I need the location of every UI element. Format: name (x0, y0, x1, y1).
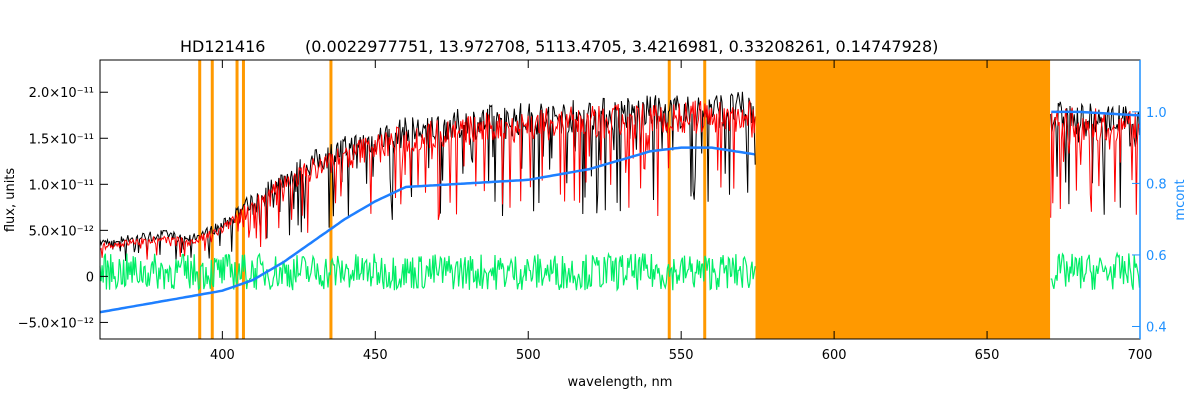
y2-tick-label-0: 0.4 (1146, 320, 1167, 335)
y2-tick-label-2: 0.8 (1146, 177, 1167, 192)
series-2-seg-1 (1050, 251, 1141, 290)
masked-band-0 (755, 60, 1051, 339)
y2-axis: 0.4 0.6 0.8 1.0 (1132, 60, 1167, 339)
series-3 (99, 110, 1141, 314)
y2-axis-label: mcont (1173, 179, 1188, 220)
y2-tick-label-1: 0.6 (1146, 249, 1167, 264)
x-tick-label-4: 600 (822, 348, 847, 363)
series-2 (99, 251, 1141, 292)
x-axis: 400 450 500 550 600 650 700 (210, 60, 1152, 363)
y-tick-label-4: 1.5×10⁻¹¹ (29, 132, 94, 147)
x-tick-label-5: 650 (975, 348, 1000, 363)
y-tick-label-5: 2.0×10⁻¹¹ (29, 86, 94, 101)
y-tick-label-2: 5.0×10⁻¹² (29, 224, 94, 239)
y-tick-label-3: 1.0×10⁻¹¹ (29, 178, 94, 193)
masked-regions (198, 60, 1051, 339)
x-tick-label-6: 700 (1128, 348, 1153, 363)
series-layer (99, 91, 1141, 314)
series-0-seg-0 (99, 91, 756, 262)
chart-title: HD121416 (180, 37, 265, 56)
x-tick-label-2: 500 (516, 348, 541, 363)
x-axis-label: wavelength, nm (568, 375, 673, 390)
series-1-seg-0 (99, 100, 756, 260)
chart-subtitle: (0.0022977751, 13.972708, 5113.4705, 3.4… (305, 37, 938, 56)
y-tick-label-1: 0 (86, 270, 94, 285)
series-2-seg-0 (99, 251, 756, 292)
x-tick-label-0: 400 (210, 348, 235, 363)
y-axis: −5.0×10⁻¹² 0 5.0×10⁻¹² 1.0×10⁻¹¹ 1.5×10⁻¹¹ 2.… (18, 86, 108, 331)
series-3-line (99, 110, 1141, 314)
x-tick-label-1: 450 (363, 348, 388, 363)
y-tick-label-0: −5.0×10⁻¹² (18, 316, 94, 331)
y-axis-label: flux, units (3, 168, 18, 233)
x-tick-label-3: 550 (669, 348, 694, 363)
y2-tick-label-3: 1.0 (1146, 106, 1167, 121)
